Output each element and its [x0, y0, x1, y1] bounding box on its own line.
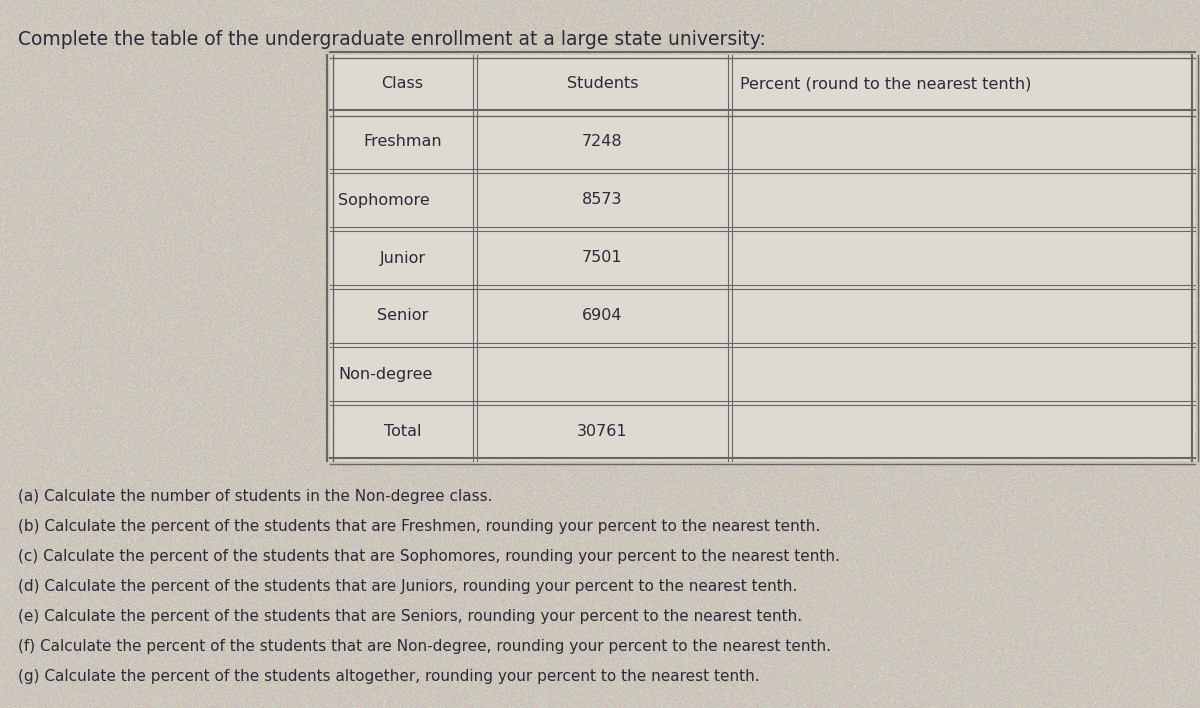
Text: Junior: Junior [379, 251, 426, 266]
Text: 7248: 7248 [582, 135, 623, 149]
Text: (b) Calculate the percent of the students that are Freshmen, rounding your perce: (b) Calculate the percent of the student… [18, 519, 821, 534]
Text: (d) Calculate the percent of the students that are Juniors, rounding your percen: (d) Calculate the percent of the student… [18, 579, 797, 594]
Text: Complete the table of the undergraduate enrollment at a large state university:: Complete the table of the undergraduate … [18, 30, 766, 49]
Bar [330, 55, 1195, 461]
Text: 30761: 30761 [577, 425, 628, 440]
Text: (c) Calculate the percent of the students that are Sophomores, rounding your per: (c) Calculate the percent of the student… [18, 549, 840, 564]
Text: Senior: Senior [377, 309, 428, 324]
Text: (a) Calculate the number of students in the Non-degree class.: (a) Calculate the number of students in … [18, 489, 492, 504]
Text: Total: Total [384, 425, 421, 440]
Text: Freshman: Freshman [364, 135, 442, 149]
Text: (f) Calculate the percent of the students that are Non-degree, rounding your per: (f) Calculate the percent of the student… [18, 639, 830, 654]
Text: Non-degree: Non-degree [338, 367, 432, 382]
Text: Students: Students [566, 76, 638, 91]
Text: Percent (round to the nearest tenth): Percent (round to the nearest tenth) [740, 76, 1031, 91]
Text: (g) Calculate the percent of the students altogether, rounding your percent to t: (g) Calculate the percent of the student… [18, 669, 760, 684]
Text: Sophomore: Sophomore [338, 193, 430, 207]
Text: 7501: 7501 [582, 251, 623, 266]
Text: Class: Class [382, 76, 424, 91]
Text: 6904: 6904 [582, 309, 623, 324]
Text: 8573: 8573 [582, 193, 623, 207]
Text: (e) Calculate the percent of the students that are Seniors, rounding your percen: (e) Calculate the percent of the student… [18, 609, 802, 624]
